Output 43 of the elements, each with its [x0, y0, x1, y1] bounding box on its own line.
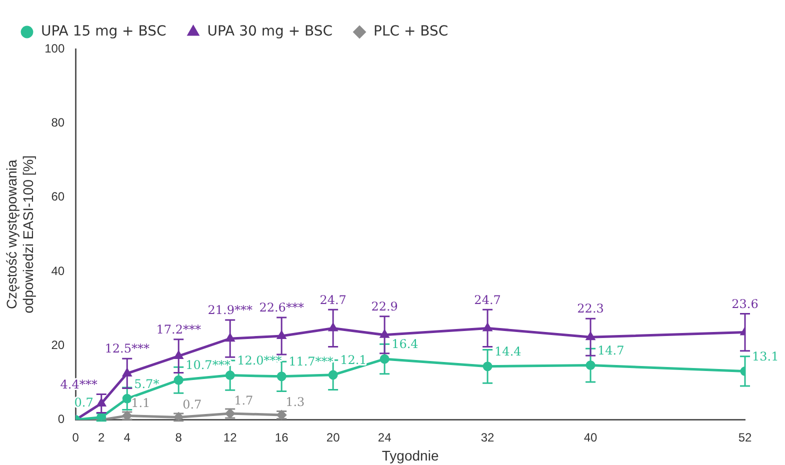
- y-tick-label: 60: [51, 190, 65, 204]
- y-tick-label: 0: [58, 412, 65, 426]
- data-label: 22.9: [371, 299, 398, 314]
- data-label: 12.1: [340, 353, 367, 368]
- data-label: 1.7: [234, 394, 254, 408]
- y-axis-title: Częstość występowania odpowiedzi EASI-100 [%]: [3, 155, 36, 314]
- data-label: 12.0***: [237, 353, 282, 368]
- y-tick-label: 20: [51, 338, 65, 352]
- legend-label: UPA 15 mg + BSC: [41, 24, 166, 40]
- x-tick-label: 16: [274, 430, 289, 444]
- x-tick-label: 0: [72, 430, 80, 444]
- data-label: 5.7*: [134, 376, 160, 391]
- point: [380, 330, 389, 338]
- x-tick-label: 12: [223, 430, 238, 444]
- x-tick-label: 32: [480, 430, 495, 444]
- x-tick-label: 8: [175, 430, 182, 444]
- data-label: 22.6***: [259, 300, 304, 315]
- data-label: 14.4: [494, 344, 522, 359]
- data-label: 17.2***: [156, 322, 201, 336]
- data-label: 21.9***: [208, 303, 252, 318]
- data-label: 0.7: [182, 397, 202, 412]
- data-label: 1.3: [286, 395, 305, 410]
- data-label: 14.7: [598, 343, 624, 358]
- x-tick-label: 20: [326, 430, 340, 444]
- data-label: 24.7: [320, 292, 346, 307]
- y-tick-label: 100: [44, 41, 65, 56]
- data-label: 24.7: [474, 292, 501, 307]
- x-tick-label: 24: [378, 430, 392, 444]
- data-label: 12.5***: [104, 342, 150, 356]
- y-tick-label: 80: [51, 115, 65, 130]
- data-label: 1.1: [131, 396, 150, 410]
- data-label: 16.4: [392, 337, 419, 352]
- legend-label: PLC + BSC: [374, 24, 448, 40]
- x-tick-label: 52: [738, 430, 752, 444]
- legend-label: UPA 30 mg + BSC: [207, 24, 333, 40]
- y-tick-label: 40: [51, 264, 65, 278]
- data-label: 13.1: [752, 349, 779, 364]
- x-tick-label: 4: [124, 430, 131, 444]
- data-label: 22.3: [577, 302, 604, 316]
- x-tick-label: 2: [98, 430, 106, 444]
- x-axis-title: Tygodnie: [382, 447, 439, 464]
- x-tick-label: 40: [584, 430, 598, 444]
- data-label: 23.6: [732, 296, 758, 311]
